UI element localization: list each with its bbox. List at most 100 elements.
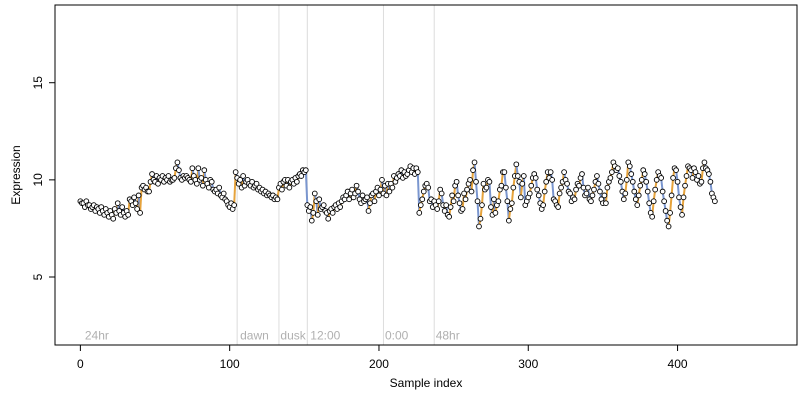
data-point [641,171,648,177]
data-point [567,190,573,197]
time-annotation: 24hr [85,328,109,342]
data-point [543,178,550,185]
data-point [579,171,585,177]
data-point [316,196,323,203]
data-point [620,196,627,203]
data-point [320,202,327,208]
data-point [294,178,300,185]
data-point [488,204,494,210]
data-point [434,206,441,212]
data-point [588,198,594,205]
data-point [355,188,361,195]
data-point [165,173,172,179]
data-point [540,202,547,208]
data-point [253,180,260,187]
event-vertical-lines [236,5,435,345]
data-point [298,173,305,179]
data-point [383,192,390,199]
data-point [628,171,635,177]
data-point [311,190,318,197]
data-point [208,178,215,185]
data-point [325,215,332,222]
data-point [476,223,482,230]
data-point [201,167,208,173]
data-point [337,204,344,210]
data-point [365,208,372,214]
data-point [595,180,602,187]
data-point [528,182,535,189]
data-point [274,196,281,203]
data-point [604,184,611,191]
data-point [114,200,121,207]
y-axis: 5 10 15 [31,76,55,280]
data-point [603,200,609,207]
data-point [176,167,182,173]
series-points [77,159,718,230]
data-point [635,192,642,199]
data-point [698,178,705,185]
time-annotation: 12:00 [310,328,340,342]
data-point [659,188,666,195]
falling-segment [304,169,309,207]
data-point [125,211,132,218]
data-point [462,196,469,203]
rising-segment [139,186,143,214]
data-point [353,182,360,189]
data-point [307,204,314,210]
data-point [589,192,596,199]
time-annotations: 24hr dawn dusk 12:00 0:00 48hr [85,328,460,342]
data-point [474,198,481,205]
data-point [631,188,638,195]
data-point [692,169,699,175]
data-point [591,186,597,193]
data-point [535,192,542,199]
data-point [425,184,432,191]
data-point [643,178,650,185]
data-point [470,167,476,173]
data-point [573,186,579,193]
data-point [706,171,712,177]
data-point [453,178,460,185]
data-point [680,194,687,201]
data-point [417,202,424,208]
data-point [240,173,246,179]
data-point [520,173,527,179]
time-annotation: dusk [280,328,306,342]
falling-segment [551,178,555,201]
data-point [637,182,644,189]
data-point [673,167,679,173]
data-point [623,177,630,183]
data-point [707,178,714,185]
data-point [547,169,554,175]
data-point [314,211,321,218]
data-point [626,163,633,170]
data-point [644,188,651,195]
data-point [701,159,708,166]
data-point [629,178,636,185]
data-point [665,223,672,230]
data-point [585,184,591,191]
data-point [622,190,629,197]
data-point [414,169,421,175]
data-point [519,180,526,187]
falling-segment [473,161,478,183]
data-point [667,210,673,216]
data-point [658,175,664,181]
data-point [649,213,656,220]
data-point [668,192,675,199]
data-point [468,188,475,195]
data-point [461,190,467,197]
data-point [132,200,139,207]
data-point [664,217,670,224]
data-point [467,177,473,183]
data-point [495,198,502,205]
data-point [135,192,142,199]
data-point [632,196,639,203]
data-point [510,184,517,191]
data-point [555,204,561,210]
time-annotation: 0:00 [385,328,409,342]
data-point [614,165,621,172]
data-point [556,190,563,197]
data-point [634,202,641,208]
data-point [607,175,614,181]
